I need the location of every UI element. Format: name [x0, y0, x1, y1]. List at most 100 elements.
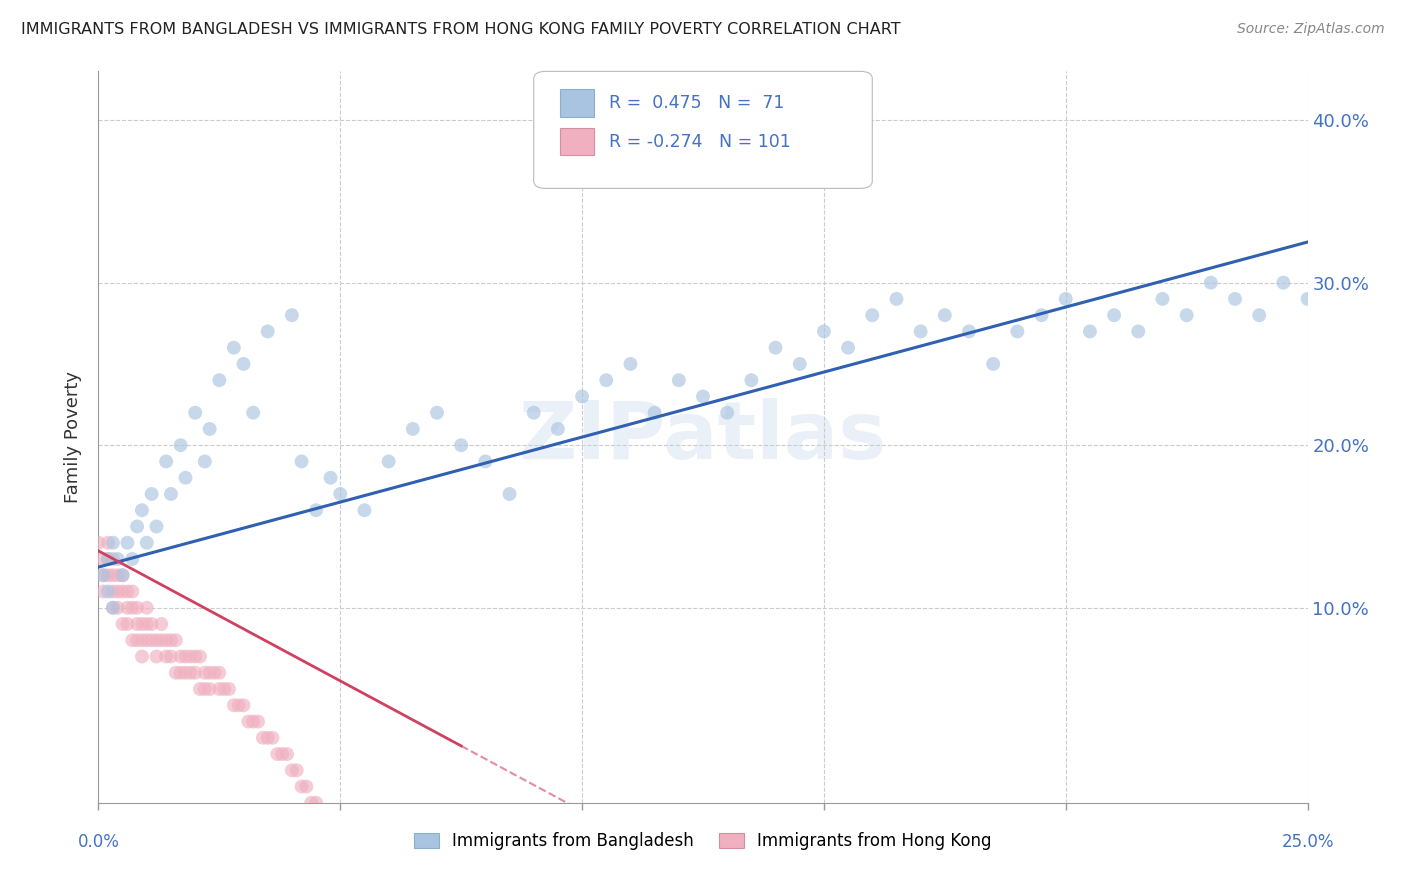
Point — [860, 308, 883, 322]
Point — [716, 406, 738, 420]
Legend: Immigrants from Bangladesh, Immigrants from Hong Kong: Immigrants from Bangladesh, Immigrants f… — [408, 825, 998, 856]
Point — [595, 373, 617, 387]
Point — [107, 584, 129, 599]
Point — [1078, 325, 1101, 339]
Point — [127, 633, 149, 648]
Point — [285, 764, 308, 778]
Point — [256, 325, 278, 339]
Point — [981, 357, 1004, 371]
Y-axis label: Family Poverty: Family Poverty — [65, 371, 83, 503]
Point — [1054, 292, 1077, 306]
Point — [87, 535, 110, 549]
Point — [208, 373, 231, 387]
Point — [145, 519, 167, 533]
Point — [97, 535, 120, 549]
Point — [165, 633, 187, 648]
Text: 25.0%: 25.0% — [1281, 833, 1334, 851]
FancyBboxPatch shape — [561, 89, 595, 117]
Point — [150, 633, 173, 648]
Text: R = -0.274   N = 101: R = -0.274 N = 101 — [609, 133, 790, 151]
Point — [271, 747, 294, 761]
Point — [315, 812, 337, 826]
Point — [290, 780, 312, 794]
Text: R =  0.475   N =  71: R = 0.475 N = 71 — [609, 94, 785, 112]
Point — [91, 552, 114, 566]
Point — [1199, 276, 1222, 290]
Point — [174, 665, 197, 680]
Point — [262, 731, 284, 745]
Point — [135, 535, 157, 549]
Point — [619, 357, 641, 371]
Text: Source: ZipAtlas.com: Source: ZipAtlas.com — [1237, 22, 1385, 37]
Point — [1007, 325, 1029, 339]
Point — [141, 617, 163, 632]
Point — [498, 487, 520, 501]
Point — [305, 796, 328, 810]
Point — [117, 600, 139, 615]
Point — [169, 665, 191, 680]
Point — [121, 600, 143, 615]
Point — [212, 681, 235, 696]
Point — [426, 406, 449, 420]
FancyBboxPatch shape — [561, 128, 595, 155]
Point — [107, 600, 129, 615]
Point — [474, 454, 496, 468]
Point — [141, 487, 163, 501]
Point — [222, 698, 245, 713]
Point — [111, 568, 134, 582]
Point — [101, 600, 124, 615]
Point — [644, 406, 666, 420]
Point — [208, 681, 231, 696]
Point — [194, 681, 217, 696]
Point — [174, 649, 197, 664]
Point — [111, 568, 134, 582]
Point — [145, 649, 167, 664]
Point — [218, 681, 240, 696]
Point — [242, 714, 264, 729]
Point — [377, 454, 399, 468]
Point — [91, 584, 114, 599]
Point — [184, 665, 207, 680]
Point — [256, 731, 278, 745]
Point — [329, 828, 352, 842]
Point — [957, 325, 980, 339]
Point — [141, 633, 163, 648]
Point — [117, 617, 139, 632]
FancyBboxPatch shape — [534, 71, 872, 188]
Point — [97, 552, 120, 566]
Point — [668, 373, 690, 387]
Text: ZIPatlas: ZIPatlas — [519, 398, 887, 476]
Point — [121, 584, 143, 599]
Point — [198, 681, 221, 696]
Point — [1175, 308, 1198, 322]
Point — [131, 503, 153, 517]
Point — [232, 357, 254, 371]
Point — [97, 552, 120, 566]
Point — [188, 681, 211, 696]
Point — [837, 341, 859, 355]
Point — [319, 471, 342, 485]
Point — [135, 617, 157, 632]
Point — [813, 325, 835, 339]
Point — [339, 845, 361, 859]
Point — [252, 731, 274, 745]
Point — [135, 633, 157, 648]
Point — [169, 649, 191, 664]
Point — [101, 600, 124, 615]
Point — [1128, 325, 1150, 339]
Point — [1102, 308, 1125, 322]
Point — [886, 292, 908, 306]
Point — [155, 454, 177, 468]
Point — [121, 633, 143, 648]
Point — [179, 649, 201, 664]
Point — [290, 454, 312, 468]
Point — [377, 877, 399, 891]
Point — [131, 649, 153, 664]
Point — [194, 454, 217, 468]
Point — [276, 747, 298, 761]
Point — [295, 780, 318, 794]
Point — [349, 861, 371, 875]
Point — [359, 861, 381, 875]
Point — [523, 406, 546, 420]
Point — [107, 568, 129, 582]
